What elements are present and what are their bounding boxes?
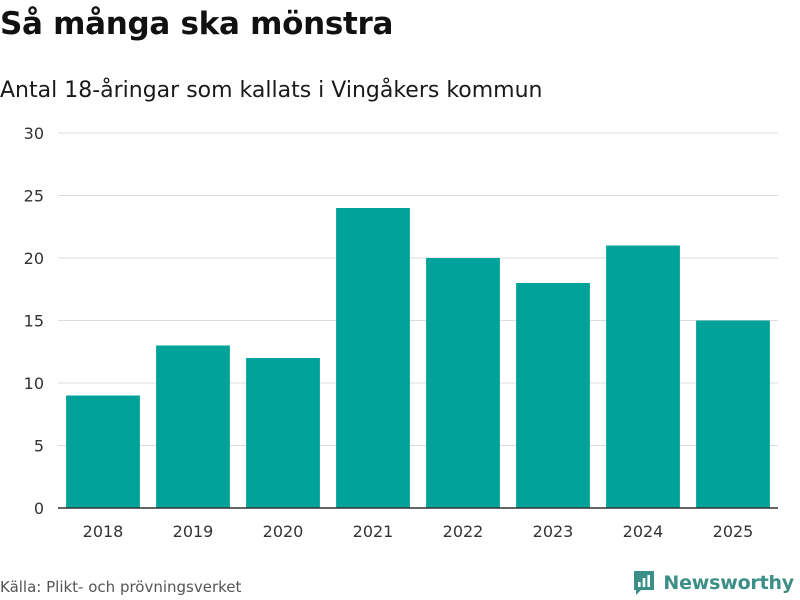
bar-2020 (246, 358, 320, 508)
x-tick-label: 2018 (83, 522, 124, 541)
x-tick-label: 2021 (353, 522, 394, 541)
x-tick-label: 2023 (533, 522, 574, 541)
newsworthy-logo-icon (634, 571, 655, 595)
y-tick-label: 25 (24, 187, 44, 206)
source-note: Källa: Plikt- och prövningsverket (0, 578, 242, 596)
brand-name: Newsworthy (663, 572, 794, 594)
bar-2018 (66, 395, 140, 508)
x-tick-label: 2022 (443, 522, 484, 541)
y-tick-label: 10 (24, 374, 44, 393)
bar-2021 (336, 208, 410, 508)
y-tick-label: 0 (34, 499, 44, 518)
bar-2024 (606, 245, 680, 508)
x-tick-label: 2024 (623, 522, 664, 541)
bar-2022 (426, 258, 500, 508)
y-tick-label: 20 (24, 249, 44, 268)
bar-2025 (696, 320, 770, 508)
y-tick-label: 30 (24, 124, 44, 143)
chart-subtitle: Antal 18-åringar som kallats i Vingåkers… (0, 78, 543, 103)
chart-title: Så många ska mönstra (0, 6, 394, 42)
bar-2023 (516, 283, 590, 508)
x-tick-label: 2025 (713, 522, 754, 541)
bar-2019 (156, 345, 230, 508)
brand-logo[interactable]: Newsworthy (632, 569, 794, 597)
x-tick-label: 2020 (263, 522, 304, 541)
y-tick-label: 15 (24, 312, 44, 331)
y-tick-label: 5 (34, 437, 44, 456)
x-tick-label: 2019 (173, 522, 214, 541)
